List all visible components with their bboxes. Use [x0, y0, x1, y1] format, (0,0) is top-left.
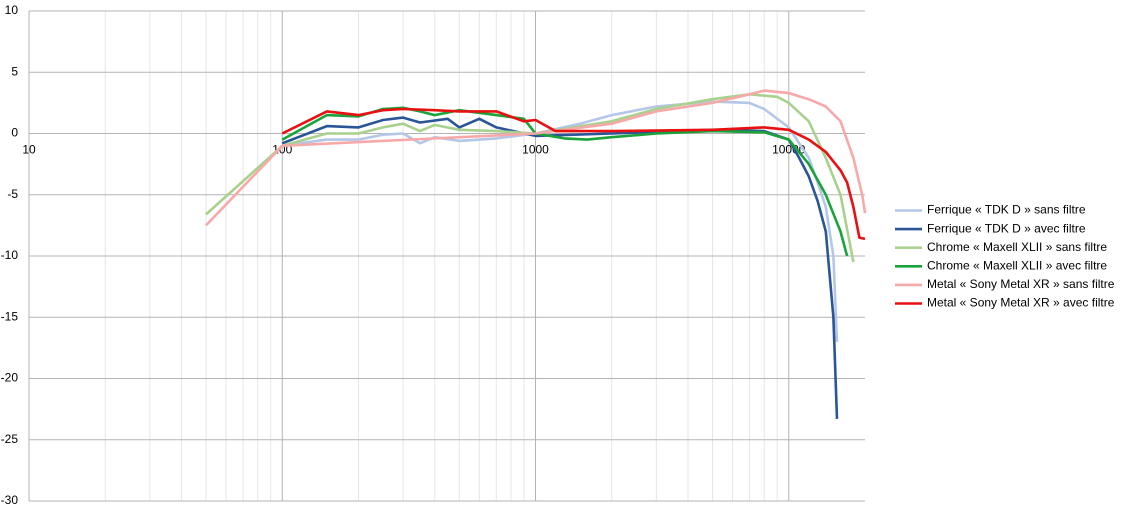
legend-label: Metal « Sony Metal XR » avec filtre — [927, 296, 1115, 310]
x-tick-label: 10 — [22, 143, 36, 157]
x-tick-label: 1000 — [522, 143, 549, 157]
y-tick-label: -30 — [1, 493, 19, 507]
y-tick-label: -20 — [1, 371, 19, 385]
grid — [28, 10, 865, 502]
series-line — [281, 107, 866, 241]
legend-label: Ferrique « TDK D » sans filtre — [927, 203, 1086, 217]
legend-label: Chrome « Maxell XLII » avec filtre — [927, 258, 1107, 272]
y-tick-label: -10 — [1, 248, 19, 262]
y-tick-label: -5 — [7, 187, 18, 201]
plot — [205, 89, 867, 419]
legend-label: Metal « Sony Metal XR » sans filtre — [927, 277, 1115, 291]
y-tick-label: 5 — [11, 64, 18, 78]
y-tick-label: 10 — [5, 3, 19, 17]
legend-label: Chrome « Maxell XLII » sans filtre — [927, 240, 1107, 254]
y-tick-label: -25 — [1, 432, 19, 446]
legend: Ferrique « TDK D » sans filtre Ferrique «… — [895, 203, 1115, 310]
y-tick-label: 0 — [11, 126, 18, 140]
series-line — [281, 116, 839, 419]
y-tick-label: -15 — [1, 309, 19, 323]
legend-label: Ferrique « TDK D » avec filtre — [927, 221, 1086, 235]
